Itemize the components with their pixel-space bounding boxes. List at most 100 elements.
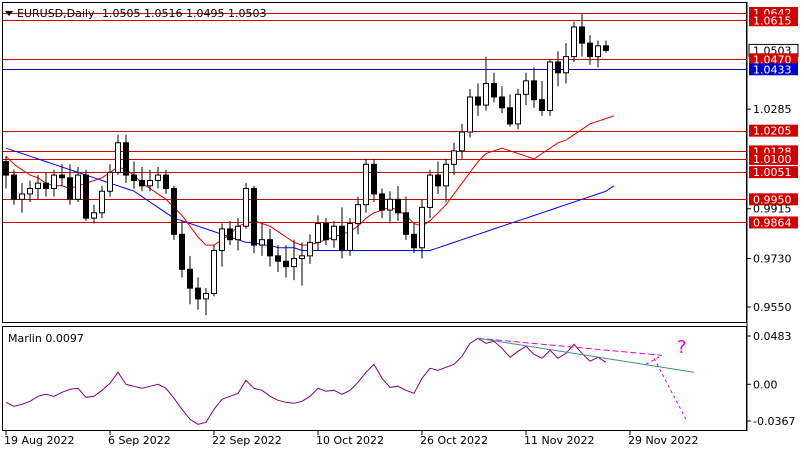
candle-body-bull bbox=[107, 171, 113, 192]
candle bbox=[259, 223, 265, 256]
oscillator-line bbox=[5, 337, 607, 425]
candle bbox=[99, 185, 105, 219]
indicator-tick-label: -0.0367 bbox=[753, 415, 795, 428]
candle bbox=[395, 185, 401, 221]
time-tick-label: 29 Nov 2022 bbox=[628, 434, 698, 447]
candle-body-bear bbox=[603, 45, 609, 51]
candle bbox=[451, 142, 457, 176]
candle-body-bull bbox=[259, 239, 265, 246]
projection-up-line bbox=[645, 354, 663, 365]
candle bbox=[531, 67, 537, 108]
candle bbox=[467, 88, 473, 138]
price-tag-box bbox=[749, 152, 798, 165]
candle-body-bear bbox=[371, 163, 377, 195]
price-tag-0.9864: 0.9864 bbox=[749, 216, 798, 229]
candle bbox=[195, 277, 201, 310]
candle-body-bull bbox=[387, 198, 393, 211]
time-tick-label: 11 Nov 2022 bbox=[524, 434, 594, 447]
price-tag-label: 1.0205 bbox=[753, 125, 792, 138]
candle bbox=[475, 83, 481, 116]
price-tag-0.9950: 0.9950 bbox=[749, 193, 798, 206]
candle-body-bear bbox=[163, 174, 169, 190]
price-tag-1.0470: 1.0470 bbox=[749, 53, 798, 66]
candle-body-bear bbox=[555, 61, 561, 74]
candle-body-bear bbox=[11, 174, 17, 200]
candle bbox=[507, 94, 513, 127]
candle bbox=[27, 180, 33, 202]
candle-body-bull bbox=[547, 61, 553, 111]
candle-body-bear bbox=[267, 239, 273, 257]
candle bbox=[483, 56, 489, 111]
price-tag-label: 1.0433 bbox=[753, 63, 792, 76]
candle-body-bull bbox=[51, 174, 57, 190]
price-tag-box bbox=[749, 216, 798, 229]
candle-body-bull bbox=[203, 293, 209, 300]
price-tick-label: 0.9550 bbox=[753, 301, 792, 314]
candle bbox=[587, 35, 593, 65]
candle bbox=[219, 223, 225, 267]
candle-body-bear bbox=[131, 174, 137, 181]
candle-body-bear bbox=[499, 96, 505, 109]
candle bbox=[387, 191, 393, 224]
time-tick-label: 19 Aug 2022 bbox=[4, 434, 74, 447]
candle bbox=[43, 172, 49, 197]
candle bbox=[363, 158, 369, 213]
candle bbox=[115, 134, 121, 176]
candle bbox=[227, 220, 233, 246]
candle-body-bear bbox=[179, 233, 185, 270]
candle-body-bear bbox=[435, 174, 441, 187]
candle bbox=[435, 161, 441, 194]
candle-body-bull bbox=[99, 190, 105, 214]
candle bbox=[243, 183, 249, 229]
ma-fast-line bbox=[5, 115, 615, 246]
candle bbox=[275, 245, 281, 272]
candle bbox=[571, 21, 577, 62]
candle-body-bear bbox=[275, 255, 281, 262]
candle-body-bull bbox=[347, 223, 353, 251]
candle-body-bull bbox=[427, 174, 433, 208]
time-axis: 19 Aug 2022 6 Sep 2022 22 Sep 2022 10 Oct 2… bbox=[4, 431, 698, 447]
candle-body-bull bbox=[315, 223, 321, 243]
candle bbox=[35, 175, 41, 200]
candle bbox=[187, 255, 193, 305]
candle-body-bear bbox=[403, 212, 409, 235]
price-tag-1.0615: 1.0615 bbox=[749, 14, 798, 27]
price-tag-label: 1.0470 bbox=[753, 53, 792, 66]
price-tick-label: 0.9915 bbox=[753, 203, 792, 216]
price-tag-1.0205: 1.0205 bbox=[749, 125, 798, 138]
candle-body-bull bbox=[19, 193, 25, 200]
candle-body-bull bbox=[155, 174, 161, 181]
candle bbox=[419, 199, 425, 259]
price-tags: 1.06421.06151.05031.04701.04331.02051.01… bbox=[748, 7, 799, 229]
candle bbox=[427, 169, 433, 219]
candle-body-bull bbox=[235, 225, 241, 241]
dropdown-arrow-icon[interactable] bbox=[5, 11, 13, 16]
candle bbox=[379, 188, 385, 219]
candle bbox=[355, 196, 361, 235]
candle-body-bear bbox=[475, 96, 481, 106]
candle-body-bull bbox=[331, 225, 337, 241]
candle-body-bear bbox=[251, 188, 257, 246]
candle bbox=[139, 167, 145, 192]
question-mark: ? bbox=[677, 337, 687, 358]
indicator-label: Marlin 0.0097 bbox=[8, 332, 84, 345]
candle-body-bear bbox=[411, 233, 417, 249]
price-tick-label: 0.9730 bbox=[753, 253, 792, 266]
candle bbox=[299, 242, 305, 286]
price-tag-label: 1.0100 bbox=[753, 153, 792, 166]
price-tag-1.0100: 1.0100 bbox=[749, 152, 798, 166]
candle-body-bear bbox=[395, 198, 401, 214]
candle bbox=[515, 88, 521, 130]
candle bbox=[203, 288, 209, 316]
candle bbox=[555, 51, 561, 87]
candle-body-bear bbox=[531, 80, 537, 101]
candle bbox=[603, 40, 609, 53]
candle bbox=[315, 215, 321, 251]
price-tag-label: 0.9864 bbox=[753, 216, 792, 229]
candle bbox=[107, 164, 113, 197]
price-tag-box bbox=[749, 63, 798, 76]
candle-body-bear bbox=[3, 161, 9, 176]
candle-body-bear bbox=[171, 188, 177, 235]
candle bbox=[347, 218, 353, 256]
